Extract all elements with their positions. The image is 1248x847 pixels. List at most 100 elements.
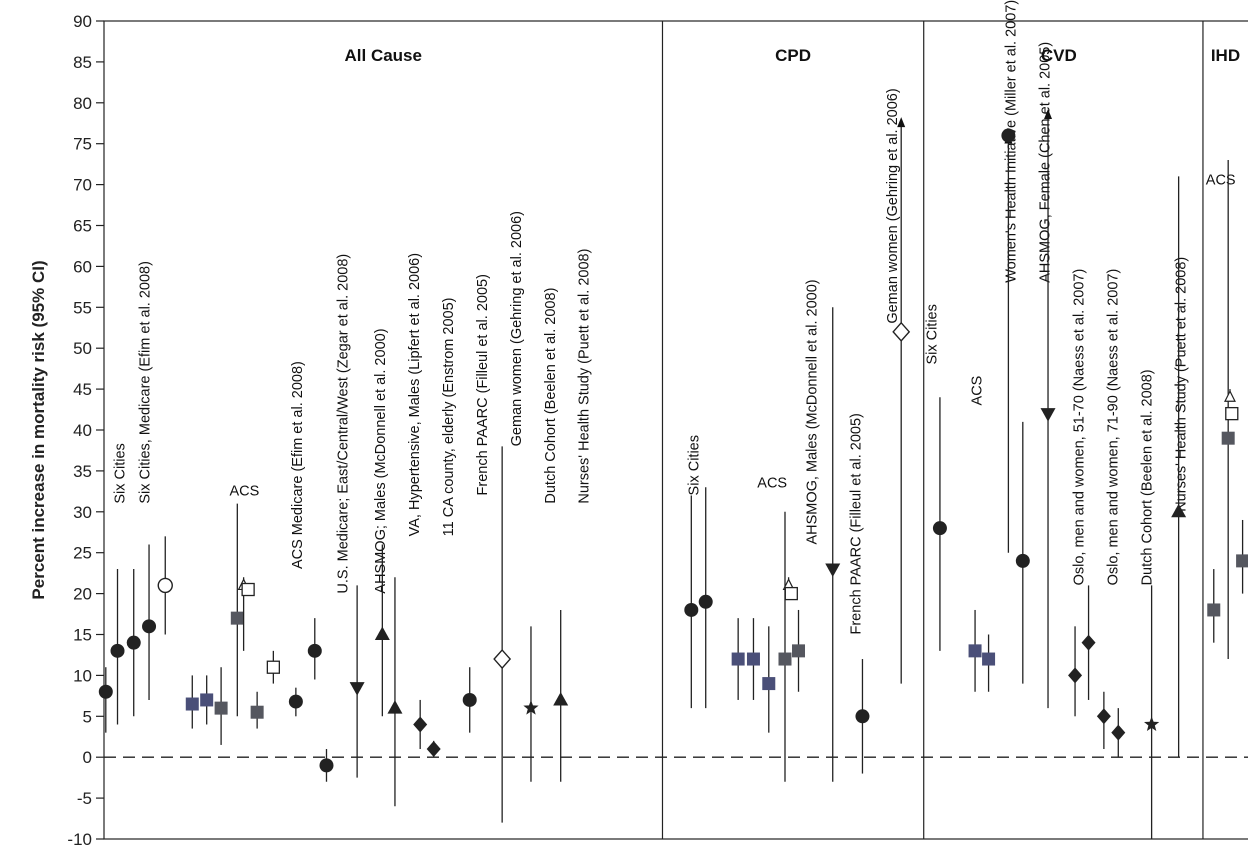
estimate (288, 687, 303, 717)
estimate (892, 117, 911, 684)
point-marker (98, 684, 113, 699)
estimate (553, 609, 569, 782)
estimate (982, 634, 996, 692)
estimate (230, 503, 244, 717)
point-marker (1111, 724, 1126, 741)
study-labels: Six Cities Six Cities, Medicare (Efim et … (112, 0, 1235, 635)
point-marker (746, 652, 760, 666)
estimate (462, 667, 477, 733)
estimate (825, 307, 841, 782)
y-axis-title: Percent increase in mortality risk (95% … (29, 260, 48, 599)
point-marker (266, 660, 280, 674)
estimate (1081, 585, 1096, 700)
estimate (319, 749, 334, 782)
study-label: AHSMOG, Female (Chen et al. 2005) (1038, 42, 1054, 283)
study-label: Six Cities (112, 443, 128, 503)
y-tick-label: 0 (83, 748, 92, 767)
estimate (1096, 691, 1111, 750)
study-label: Six Cities, Medicare (Efim et al. 2008) (137, 261, 153, 504)
estimate (98, 667, 113, 733)
y-tick-label: 5 (83, 707, 92, 726)
estimate (1040, 108, 1056, 709)
study-label: AHSMOG, Males (McDonnell et al. 2000) (804, 279, 820, 544)
point-marker (374, 626, 390, 640)
point-marker (792, 644, 806, 658)
point-marker (982, 652, 996, 666)
point-marker (250, 705, 264, 719)
estimate (746, 618, 760, 700)
point-marker (200, 693, 214, 707)
y-tick-label: 35 (73, 462, 92, 481)
estimate (1144, 585, 1160, 839)
y-tick-label: -5 (77, 789, 92, 808)
point-marker (1015, 553, 1030, 568)
point-marker (968, 644, 982, 658)
estimate (1207, 569, 1221, 643)
y-tick-label: -10 (67, 830, 92, 847)
y-tick-label: 25 (73, 544, 92, 563)
estimate (1068, 626, 1083, 717)
estimate (784, 586, 798, 601)
estimate (307, 618, 322, 680)
point-marker (825, 563, 841, 578)
estimate (1171, 176, 1187, 758)
estimate (1225, 406, 1239, 421)
point-marker (214, 701, 228, 715)
study-label: AHSMOG; Males (McDonnell et al. 2000) (373, 328, 389, 593)
y-tick-label: 40 (73, 421, 92, 440)
y-tick-label: 15 (73, 626, 92, 645)
point-marker (553, 691, 569, 706)
estimate (142, 544, 157, 700)
estimate (968, 609, 982, 692)
estimate (932, 397, 947, 651)
point-marker (349, 682, 365, 696)
point-marker (523, 700, 539, 715)
estimate (241, 582, 255, 597)
point-marker (1224, 389, 1236, 402)
study-label: Oslo, men and women, 71-90 (Naess et al.… (1106, 269, 1122, 586)
estimate (731, 618, 745, 700)
y-tick-label: 75 (73, 135, 92, 154)
y-tick-label: 60 (73, 257, 92, 276)
point-marker (1144, 716, 1160, 731)
y-tick-label: 70 (73, 176, 92, 195)
point-marker (855, 709, 870, 724)
point-marker (778, 652, 792, 666)
estimate (1111, 708, 1126, 758)
study-label: Nurses' Health Study (Puett et al. 2008) (1174, 257, 1190, 512)
ci-arrow (1044, 108, 1053, 119)
point-marker (784, 586, 798, 601)
plot-frame (103, 20, 1248, 840)
study-label: VA, Hypertensive, Males (Lipfert et al. … (407, 253, 423, 536)
point-marker (142, 619, 157, 634)
y-tick-label: 85 (73, 53, 92, 72)
y-tick-label: 80 (73, 94, 92, 113)
study-label: Six Cities (687, 435, 703, 495)
estimate (214, 667, 228, 745)
point-marker (241, 582, 255, 597)
point-marker (126, 635, 141, 650)
estimate (413, 699, 428, 750)
study-label: Dutch Cohort (Beelen et al. 2008) (543, 288, 559, 504)
estimate (1015, 421, 1030, 684)
estimate (126, 569, 141, 717)
estimate (185, 675, 199, 729)
point-marker (892, 321, 911, 342)
estimate (250, 691, 264, 729)
panel-title: CVD (1041, 46, 1077, 65)
point-marker (1081, 634, 1096, 651)
point-marker (1068, 667, 1083, 684)
point-marker (387, 700, 403, 714)
point-marker (932, 521, 947, 536)
estimates (98, 108, 1248, 839)
estimate (698, 487, 713, 709)
study-label: ACS (757, 475, 787, 491)
point-marker (762, 677, 776, 691)
estimate (200, 675, 214, 725)
point-marker (684, 602, 699, 617)
study-label: ACS (1206, 173, 1236, 189)
ci-arrow (897, 117, 906, 128)
study-label: French PAARC (Filleul et al. 2005) (475, 274, 491, 495)
study-label: Dutch Cohort (Beelen et al. 2008) (1140, 369, 1156, 585)
